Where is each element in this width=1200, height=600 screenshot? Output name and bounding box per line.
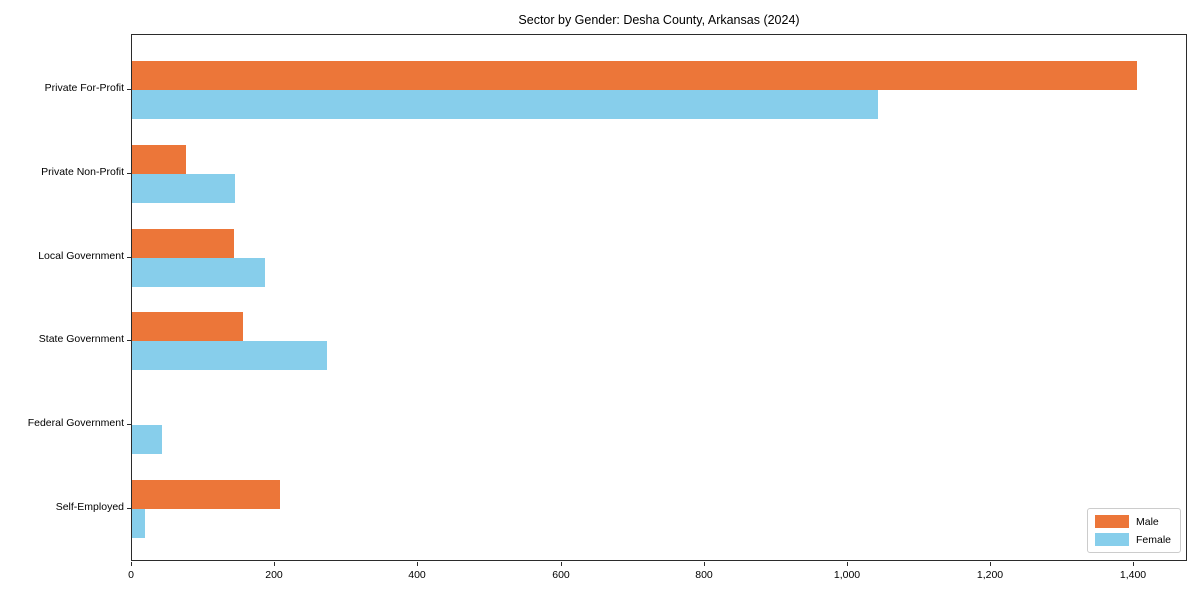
legend-label-male: Male	[1135, 515, 1159, 528]
bar-male-self-employed	[132, 480, 280, 509]
bar-female-federal-government	[132, 425, 162, 455]
x-tick-label-1400: 1,400	[1119, 569, 1147, 581]
x-tick-1200	[990, 562, 991, 566]
category-label-state-government: State Government	[38, 333, 124, 346]
bar-female-self-employed	[132, 509, 145, 538]
plot-area: Male Female	[131, 34, 1187, 561]
female-series-swatch	[1094, 533, 1129, 546]
x-tick-label-1000: 1,000	[833, 569, 861, 581]
bar-male-private-for-profit	[132, 61, 1137, 90]
bar-female-state-government	[132, 341, 327, 371]
bar-female-private-non-profit	[132, 173, 235, 203]
x-tick-200	[274, 562, 275, 566]
x-tick-1000	[847, 562, 848, 566]
legend-label-female: Female	[1135, 533, 1171, 546]
y-tick-local-government	[127, 256, 131, 258]
chart-title: Sector by Gender: Desha County, Arkansas…	[518, 13, 800, 27]
legend-item-male: Male	[1094, 515, 1171, 528]
legend: Male Female	[1086, 508, 1181, 553]
bar-female-private-for-profit	[132, 90, 878, 119]
y-tick-private-for-profit	[127, 89, 131, 90]
bar-female-local-government	[132, 257, 265, 287]
category-label-private-non-profit: Private Non-Profit	[41, 165, 124, 178]
y-tick-federal-government	[127, 424, 131, 426]
x-tick-1400	[1133, 562, 1134, 566]
x-tick-label-600: 600	[552, 569, 570, 581]
y-tick-state-government	[127, 340, 131, 342]
bar-male-local-government	[132, 228, 234, 258]
bar-male-state-government	[132, 312, 243, 342]
x-tick-600	[561, 562, 562, 566]
legend-item-female: Female	[1094, 533, 1171, 546]
x-tick-400	[417, 562, 418, 566]
bar-male-private-non-profit	[132, 144, 186, 174]
x-tick-800	[704, 562, 705, 566]
x-tick-label-200: 200	[265, 569, 283, 581]
category-label-private-for-profit: Private For-Profit	[44, 82, 124, 94]
category-label-local-government: Local Government	[38, 249, 124, 262]
male-series-swatch	[1094, 515, 1129, 528]
x-tick-label-1200: 1,200	[976, 569, 1004, 581]
y-tick-private-non-profit	[127, 172, 131, 174]
y-tick-self-employed	[127, 508, 131, 509]
x-tick-label-0: 0	[128, 569, 134, 581]
category-label-federal-government: Federal Government	[27, 417, 124, 430]
x-tick-label-800: 800	[695, 569, 713, 581]
category-label-self-employed: Self-Employed	[55, 501, 124, 513]
x-tick-0	[131, 562, 132, 566]
x-tick-label-400: 400	[408, 569, 426, 581]
